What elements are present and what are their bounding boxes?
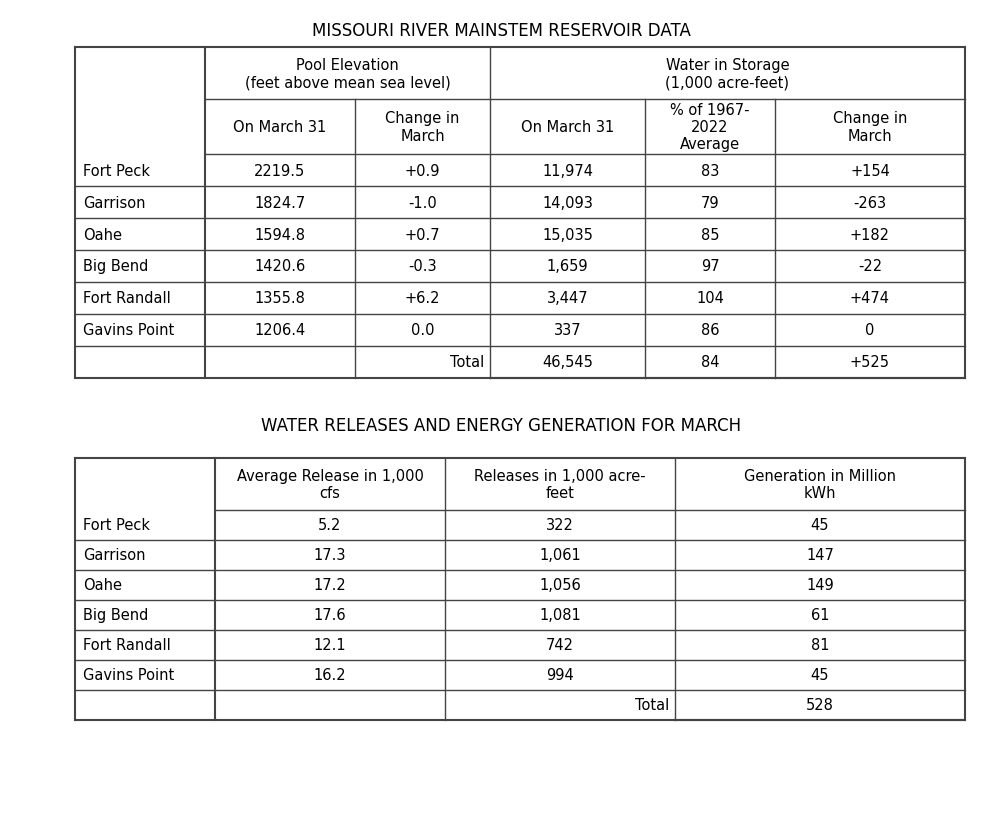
Text: 17.2: 17.2	[314, 577, 347, 593]
Text: 1824.7: 1824.7	[255, 195, 306, 210]
Text: Fort Randall: Fort Randall	[83, 291, 170, 306]
Text: Water in Storage
(1,000 acre-feet): Water in Storage (1,000 acre-feet)	[665, 57, 790, 90]
Text: Change in
March: Change in March	[386, 111, 460, 143]
Text: Oahe: Oahe	[83, 577, 122, 593]
Text: 1,081: 1,081	[539, 608, 581, 622]
Text: 0.0: 0.0	[411, 324, 434, 338]
Text: 1,061: 1,061	[539, 548, 581, 563]
Text: 17.3: 17.3	[314, 548, 347, 563]
Text: 12.1: 12.1	[314, 638, 347, 653]
Text: 45: 45	[811, 518, 830, 533]
Text: Fort Randall: Fort Randall	[83, 638, 170, 653]
Text: Pool Elevation
(feet above mean sea level): Pool Elevation (feet above mean sea leve…	[244, 57, 450, 90]
Text: On March 31: On March 31	[521, 120, 614, 135]
Text: WATER RELEASES AND ENERGY GENERATION FOR MARCH: WATER RELEASES AND ENERGY GENERATION FOR…	[261, 417, 741, 434]
Text: -263: -263	[854, 195, 887, 210]
Text: 17.6: 17.6	[314, 608, 347, 622]
Text: Garrison: Garrison	[83, 548, 145, 563]
Text: 97: 97	[700, 259, 719, 274]
Text: 149: 149	[807, 577, 834, 593]
Text: 83: 83	[700, 163, 719, 179]
Text: +0.9: +0.9	[405, 163, 440, 179]
Text: +0.7: +0.7	[405, 227, 440, 242]
Text: Average Release in 1,000
cfs: Average Release in 1,000 cfs	[236, 468, 424, 500]
Text: 1355.8: 1355.8	[255, 291, 306, 306]
Text: On March 31: On March 31	[233, 120, 327, 135]
Text: 16.2: 16.2	[314, 667, 347, 683]
Text: Big Bend: Big Bend	[83, 608, 148, 622]
Text: 742: 742	[546, 638, 574, 653]
Text: Releases in 1,000 acre-
feet: Releases in 1,000 acre- feet	[474, 468, 646, 500]
Text: Gavins Point: Gavins Point	[83, 324, 174, 338]
Text: Oahe: Oahe	[83, 227, 122, 242]
Text: Big Bend: Big Bend	[83, 259, 148, 274]
Text: 5.2: 5.2	[319, 518, 342, 533]
Text: 0: 0	[866, 324, 875, 338]
Text: 11,974: 11,974	[542, 163, 593, 179]
Text: +182: +182	[850, 227, 890, 242]
Text: 1420.6: 1420.6	[255, 259, 306, 274]
Text: 81: 81	[811, 638, 830, 653]
Text: 14,093: 14,093	[542, 195, 593, 210]
Text: +154: +154	[850, 163, 890, 179]
Text: 79: 79	[700, 195, 719, 210]
Text: +474: +474	[850, 291, 890, 306]
Text: Fort Peck: Fort Peck	[83, 518, 150, 533]
Text: 86: 86	[700, 324, 719, 338]
Text: 147: 147	[806, 548, 834, 563]
Text: -22: -22	[858, 259, 882, 274]
Text: 84: 84	[700, 355, 719, 370]
Text: Total: Total	[634, 698, 669, 713]
Text: 85: 85	[700, 227, 719, 242]
Text: Fort Peck: Fort Peck	[83, 163, 150, 179]
Text: 994: 994	[546, 667, 574, 683]
Text: 46,545: 46,545	[542, 355, 593, 370]
Text: 15,035: 15,035	[542, 227, 593, 242]
Text: +525: +525	[850, 355, 890, 370]
Text: -0.3: -0.3	[408, 259, 437, 274]
Text: Generation in Million
kWh: Generation in Million kWh	[744, 468, 896, 500]
Text: 3,447: 3,447	[547, 291, 588, 306]
Text: -1.0: -1.0	[408, 195, 437, 210]
Text: 61: 61	[811, 608, 830, 622]
Text: 322: 322	[546, 518, 574, 533]
Text: Total: Total	[450, 355, 484, 370]
Text: +6.2: +6.2	[405, 291, 440, 306]
Text: % of 1967-
2022
Average: % of 1967- 2022 Average	[670, 102, 749, 152]
Text: 337: 337	[554, 324, 581, 338]
Text: Change in
March: Change in March	[833, 111, 907, 143]
Text: 1594.8: 1594.8	[255, 227, 306, 242]
Text: 1206.4: 1206.4	[255, 324, 306, 338]
Text: 104: 104	[696, 291, 723, 306]
Text: 1,659: 1,659	[547, 259, 588, 274]
Text: Gavins Point: Gavins Point	[83, 667, 174, 683]
Text: 528: 528	[806, 698, 834, 713]
Text: Garrison: Garrison	[83, 195, 145, 210]
Text: MISSOURI RIVER MAINSTEM RESERVOIR DATA: MISSOURI RIVER MAINSTEM RESERVOIR DATA	[312, 22, 690, 40]
Text: 45: 45	[811, 667, 830, 683]
Text: 1,056: 1,056	[539, 577, 581, 593]
Text: 2219.5: 2219.5	[255, 163, 306, 179]
